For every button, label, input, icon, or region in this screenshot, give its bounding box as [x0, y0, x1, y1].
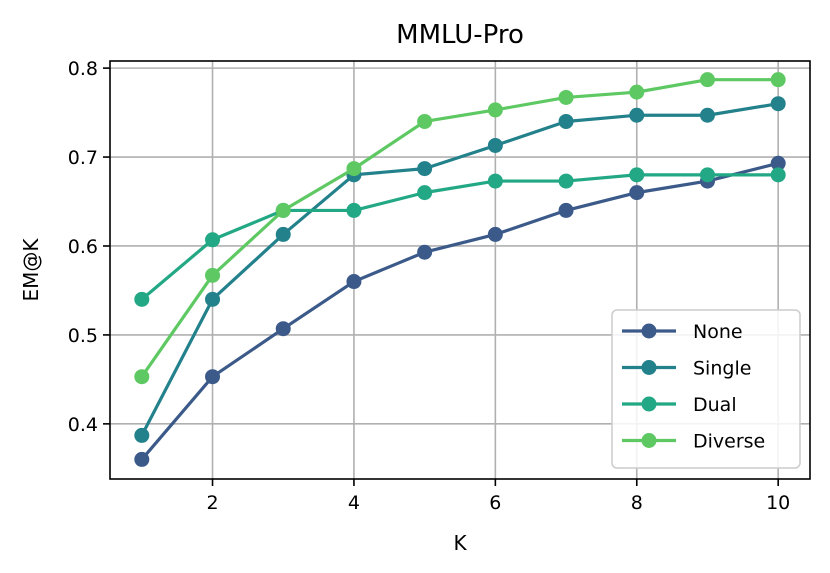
- data-point: [558, 113, 574, 129]
- data-point: [629, 107, 645, 123]
- legend-marker: [641, 323, 657, 339]
- y-tick-label: 0.8: [68, 58, 98, 80]
- data-point: [275, 321, 291, 337]
- data-point: [346, 161, 362, 177]
- x-tick-label: 10: [766, 492, 790, 514]
- data-point: [770, 167, 786, 183]
- data-point: [699, 167, 715, 183]
- data-point: [275, 226, 291, 242]
- data-point: [417, 244, 433, 260]
- y-tick-label: 0.5: [68, 325, 98, 347]
- data-point: [205, 369, 221, 385]
- legend-marker: [641, 396, 657, 412]
- data-point: [770, 96, 786, 112]
- legend-marker: [641, 433, 657, 448]
- y-tick-label: 0.7: [68, 147, 98, 169]
- series-single: [134, 96, 786, 443]
- data-point: [417, 161, 433, 177]
- data-point: [487, 137, 503, 153]
- data-point: [134, 369, 150, 385]
- legend-label: None: [693, 321, 743, 343]
- x-axis-label: K: [453, 531, 467, 555]
- data-point: [205, 291, 221, 307]
- legend-marker: [641, 360, 657, 375]
- data-point: [558, 89, 574, 105]
- y-tick-label: 0.6: [68, 236, 98, 258]
- data-point: [558, 173, 574, 189]
- series-line: [140, 161, 779, 461]
- data-point: [134, 291, 150, 307]
- data-point: [558, 202, 574, 218]
- data-point: [417, 113, 433, 129]
- data-point: [699, 107, 715, 123]
- x-tick-label: 8: [631, 492, 643, 514]
- data-point: [346, 202, 362, 218]
- x-tick-label: 4: [348, 492, 360, 514]
- legend-label: Dual: [693, 394, 737, 416]
- series-line: [140, 78, 779, 378]
- series-diverse: [134, 72, 786, 385]
- data-point: [699, 72, 715, 88]
- data-point: [629, 185, 645, 201]
- data-point: [487, 102, 503, 118]
- series-line: [140, 173, 779, 301]
- series-layer: [134, 72, 786, 467]
- data-point: [417, 185, 433, 201]
- data-point: [205, 232, 221, 248]
- series-line: [140, 102, 779, 437]
- plot-frame: [109, 60, 811, 480]
- y-axis-label: EM@K: [19, 238, 43, 302]
- legend-box: [611, 309, 801, 469]
- chart-title: MMLU-Pro: [396, 20, 524, 50]
- data-point: [629, 167, 645, 183]
- y-tick-label: 0.4: [68, 414, 98, 436]
- legend-label: Diverse: [693, 431, 765, 453]
- data-point: [275, 202, 291, 218]
- data-point: [205, 267, 221, 283]
- data-point: [346, 274, 362, 290]
- data-point: [487, 173, 503, 189]
- legend-label: Single: [693, 358, 751, 380]
- data-point: [770, 155, 786, 171]
- series-dual: [134, 167, 786, 307]
- data-point: [629, 84, 645, 100]
- data-point: [134, 427, 150, 443]
- x-tick-label: 2: [206, 492, 218, 514]
- x-tick-label: 6: [489, 492, 501, 514]
- data-point: [134, 451, 150, 467]
- ticks: 2 4 6 8 10 0.4 0.5 0.6 0.7 0.8: [68, 58, 790, 514]
- data-point: [770, 72, 786, 88]
- data-point: [487, 226, 503, 242]
- legend: None Single Dual Diverse: [611, 309, 801, 469]
